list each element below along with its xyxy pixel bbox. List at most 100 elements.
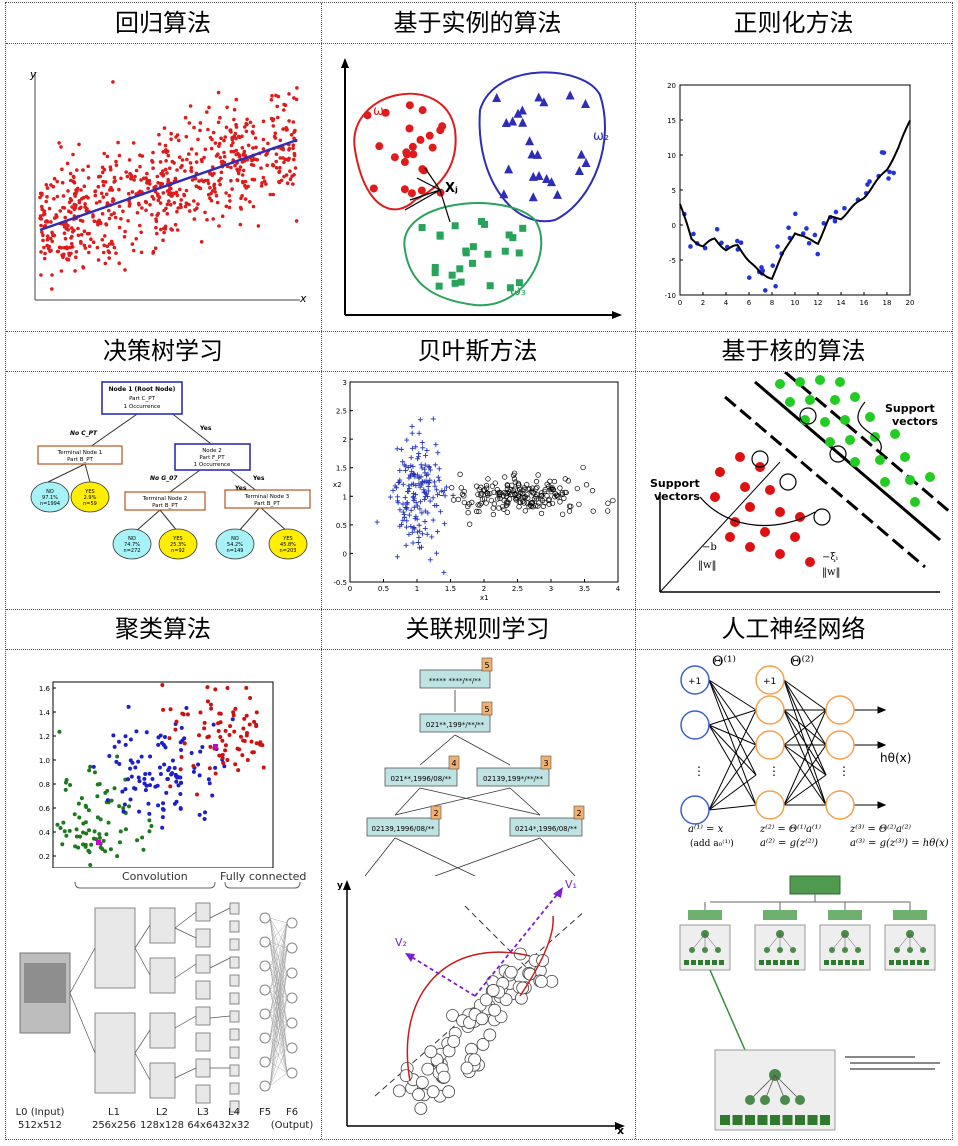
description-lines bbox=[845, 1056, 940, 1070]
data-point bbox=[222, 764, 227, 769]
data-point bbox=[398, 446, 404, 452]
data-point bbox=[515, 482, 522, 488]
data-point bbox=[99, 221, 103, 226]
connection bbox=[209, 1015, 231, 1019]
data-point bbox=[264, 182, 268, 186]
data-point bbox=[436, 231, 444, 239]
data-point bbox=[805, 557, 815, 567]
data-point bbox=[404, 437, 410, 443]
data-point bbox=[484, 250, 492, 258]
data-point bbox=[107, 256, 111, 260]
neural-network-diagram: ⋮ ⋮ ⋮ +1 +1 Θ⁽¹⁾ Θ⁽²⁾ hθ(x) a⁽¹⁾ = x (add a₀… bbox=[680, 654, 949, 849]
data-point bbox=[85, 231, 90, 236]
data-point bbox=[74, 191, 78, 195]
leaf-box bbox=[820, 1115, 830, 1125]
data-point bbox=[533, 486, 539, 492]
data-point bbox=[235, 178, 240, 183]
data-point bbox=[88, 863, 93, 868]
feature-map bbox=[229, 1082, 240, 1095]
data-point bbox=[128, 171, 132, 176]
data-point bbox=[151, 251, 155, 255]
data-point bbox=[128, 797, 133, 802]
y-tick-label: 1.2 bbox=[39, 733, 50, 741]
input-neuron bbox=[680, 795, 710, 825]
data-point bbox=[197, 812, 202, 817]
theta1-label: Θ⁽¹⁾ bbox=[712, 654, 736, 670]
data-point bbox=[157, 132, 161, 137]
data-point bbox=[215, 200, 220, 205]
data-point bbox=[227, 205, 232, 210]
data-point bbox=[138, 153, 142, 157]
data-point bbox=[160, 815, 165, 820]
data-point bbox=[412, 1088, 425, 1101]
y-axis-label: y bbox=[29, 68, 37, 81]
lattice-edges bbox=[364, 690, 576, 876]
data-point bbox=[835, 377, 845, 387]
data-point bbox=[83, 844, 88, 849]
data-point bbox=[477, 492, 484, 498]
data-point bbox=[225, 105, 229, 110]
data-point bbox=[217, 224, 221, 228]
lattice-node bbox=[509, 817, 583, 837]
data-point bbox=[180, 711, 185, 716]
data-point bbox=[410, 464, 416, 470]
weight-edge bbox=[708, 744, 757, 811]
column-divider bbox=[635, 3, 636, 1139]
lattice-node bbox=[366, 817, 440, 837]
data-point bbox=[450, 497, 457, 503]
data-point bbox=[114, 759, 119, 764]
data-point bbox=[100, 212, 105, 216]
data-point bbox=[148, 754, 153, 759]
data-point bbox=[107, 242, 112, 246]
y-tick-label: 0 bbox=[672, 222, 676, 230]
data-point bbox=[488, 1003, 502, 1017]
data-point bbox=[156, 803, 161, 808]
data-point bbox=[481, 487, 488, 493]
data-point bbox=[879, 150, 885, 155]
data-point bbox=[160, 682, 165, 687]
leaf-node-label: n=59 bbox=[83, 501, 97, 507]
leaf-box bbox=[782, 1115, 793, 1125]
data-point bbox=[212, 182, 217, 187]
data-point bbox=[261, 119, 266, 124]
data-point bbox=[850, 457, 860, 467]
data-point bbox=[105, 154, 110, 159]
data-point bbox=[75, 168, 79, 172]
regression-line bbox=[39, 138, 298, 232]
data-point bbox=[78, 218, 83, 223]
node-2 bbox=[174, 443, 251, 471]
root-node-label: Node 1 (Root Node) bbox=[109, 386, 176, 393]
data-point bbox=[96, 258, 101, 262]
data-point bbox=[88, 764, 93, 769]
feature-map bbox=[195, 1006, 211, 1026]
data-point bbox=[468, 1053, 482, 1067]
data-point bbox=[434, 550, 440, 556]
data-point bbox=[188, 104, 193, 108]
weight-edge bbox=[708, 709, 757, 726]
data-point bbox=[242, 159, 247, 163]
data-point bbox=[50, 239, 54, 244]
data-point bbox=[104, 832, 109, 837]
data-point bbox=[119, 176, 123, 181]
connection bbox=[269, 941, 288, 1024]
connection bbox=[69, 947, 96, 994]
data-point bbox=[442, 493, 448, 499]
data-point bbox=[405, 124, 414, 133]
title-kernel: 基于核的算法 bbox=[721, 337, 866, 365]
data-point bbox=[189, 147, 194, 151]
data-point bbox=[213, 141, 218, 145]
data-point bbox=[237, 155, 242, 159]
data-point bbox=[430, 416, 436, 422]
data-point bbox=[505, 483, 511, 489]
data-point bbox=[775, 244, 780, 249]
data-point bbox=[404, 500, 410, 506]
data-point bbox=[74, 827, 79, 832]
data-point bbox=[496, 505, 502, 511]
data-point bbox=[225, 686, 230, 691]
data-point bbox=[111, 80, 115, 84]
data-point bbox=[139, 754, 144, 759]
data-point bbox=[422, 490, 428, 496]
data-point bbox=[52, 197, 56, 201]
data-point bbox=[487, 490, 493, 497]
data-point bbox=[170, 758, 175, 763]
